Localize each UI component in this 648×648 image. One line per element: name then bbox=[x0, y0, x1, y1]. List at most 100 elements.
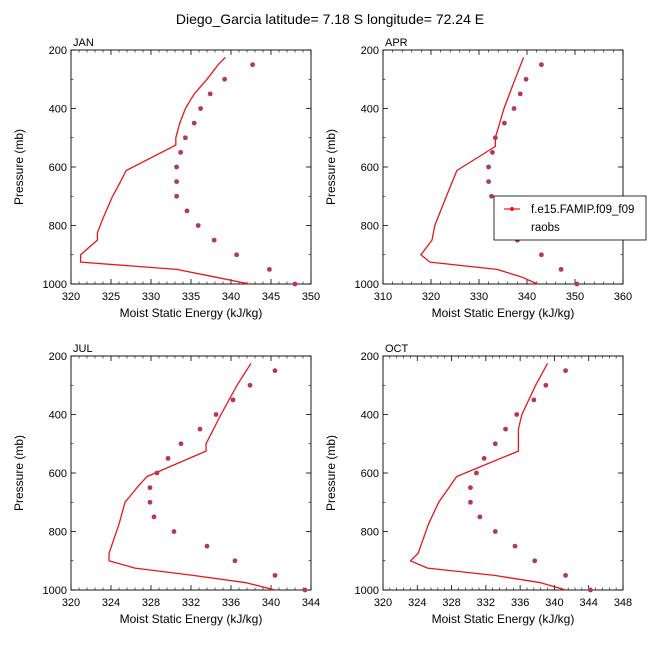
raobs-point bbox=[272, 368, 278, 374]
y-tick-label: 600 bbox=[49, 162, 67, 174]
raobs-point bbox=[490, 149, 495, 155]
raobs-point bbox=[267, 266, 272, 272]
raobs-point bbox=[204, 543, 210, 549]
x-tick-label: 340 bbox=[518, 291, 536, 303]
panels: JAN 320 325 330 335 340 345 350 200 400 600 800 1000… bbox=[12, 37, 632, 626]
y-tick-label: 800 bbox=[49, 221, 67, 233]
raobs-point bbox=[165, 455, 171, 461]
panel-label: JAN bbox=[73, 37, 94, 49]
panel-label: JUL bbox=[73, 343, 93, 355]
x-tick-label: 335 bbox=[182, 291, 200, 303]
x-tick-label: 344 bbox=[302, 597, 320, 609]
raobs-point bbox=[302, 587, 308, 593]
raobs-point bbox=[222, 76, 228, 82]
plot-frame bbox=[382, 355, 624, 591]
legend: f.e15.FAMIP.f09_f09 raobs bbox=[493, 195, 647, 241]
legend-box bbox=[493, 195, 647, 241]
raobs-point bbox=[563, 572, 568, 578]
x-axis-title: Moist Static Energy (kJ/kg) bbox=[120, 306, 263, 320]
y-axis-title: Pressure (mb) bbox=[324, 435, 338, 511]
y-axis-title: Pressure (mb) bbox=[324, 129, 338, 205]
raobs-point bbox=[211, 237, 217, 243]
raobs-point bbox=[174, 164, 180, 170]
raobs-point bbox=[588, 587, 593, 593]
x-tick-label: 324 bbox=[102, 597, 120, 609]
raobs-point bbox=[489, 193, 494, 199]
x-tick-label: 332 bbox=[182, 597, 200, 609]
panel-label: OCT bbox=[385, 343, 409, 355]
raobs-point bbox=[178, 149, 184, 155]
raobs-point bbox=[514, 412, 520, 417]
x-tick-label: 345 bbox=[262, 291, 280, 303]
model-profile-line bbox=[409, 362, 566, 591]
raobs-point bbox=[532, 558, 538, 564]
plot-frame bbox=[70, 49, 312, 285]
y-tick-label: 1000 bbox=[43, 279, 67, 291]
raobs-point bbox=[213, 412, 219, 417]
y-tick-label: 1000 bbox=[355, 585, 379, 597]
x-tick-label: 348 bbox=[614, 597, 632, 609]
x-axis-title: Moist Static Energy (kJ/kg) bbox=[432, 612, 575, 626]
y-tick-label: 800 bbox=[49, 527, 67, 539]
raobs-point bbox=[230, 397, 236, 403]
x-tick-label: 328 bbox=[442, 597, 460, 609]
y-tick-label: 200 bbox=[361, 351, 379, 363]
y-axis-title: Pressure (mb) bbox=[12, 435, 26, 511]
x-tick-label: 350 bbox=[566, 291, 584, 303]
raobs-point bbox=[184, 208, 190, 214]
raobs-point bbox=[207, 91, 213, 97]
x-tick-label: 340 bbox=[262, 597, 280, 609]
raobs-point bbox=[574, 281, 580, 287]
raobs-point bbox=[477, 514, 483, 520]
raobs-point bbox=[558, 266, 564, 272]
raobs-point bbox=[486, 179, 491, 185]
raobs-point bbox=[234, 252, 240, 258]
x-tick-label: 320 bbox=[62, 597, 80, 609]
x-tick-label: 325 bbox=[102, 291, 120, 303]
raobs-point bbox=[247, 382, 253, 388]
y-tick-label: 800 bbox=[361, 527, 379, 539]
x-tick-label: 344 bbox=[580, 597, 598, 609]
x-tick-label: 336 bbox=[222, 597, 240, 609]
model-profile-line bbox=[108, 362, 276, 591]
plot-frame bbox=[70, 355, 312, 591]
raobs-point bbox=[154, 470, 160, 476]
x-tick-label: 340 bbox=[545, 597, 563, 609]
raobs-point bbox=[147, 485, 153, 491]
panel-jan: JAN 320 325 330 335 340 345 350 200 400 600 800 1000… bbox=[12, 37, 320, 320]
model-profile-line bbox=[420, 57, 538, 285]
raobs-point bbox=[171, 529, 177, 534]
legend-model-label: f.e15.FAMIP.f09_f09 bbox=[531, 204, 634, 216]
raobs-point bbox=[468, 499, 473, 505]
x-tick-label: 328 bbox=[142, 597, 160, 609]
raobs-point bbox=[198, 106, 204, 111]
x-tick-label: 336 bbox=[511, 597, 529, 609]
legend-obs-label: raobs bbox=[531, 222, 560, 234]
raobs-point bbox=[503, 426, 508, 432]
raobs-point bbox=[272, 572, 278, 578]
raobs-point bbox=[474, 470, 479, 476]
raobs-point bbox=[174, 179, 180, 185]
raobs-point bbox=[147, 499, 153, 505]
raobs-point bbox=[183, 135, 188, 141]
raobs-point bbox=[250, 62, 256, 68]
raobs-point bbox=[151, 514, 157, 520]
raobs-point bbox=[468, 485, 473, 491]
model-profile-line bbox=[79, 56, 250, 285]
raobs-point bbox=[531, 397, 537, 403]
panel-oct: OCT 320 324 328 332 336 340 344 348 200 400 600 800 1… bbox=[324, 343, 632, 626]
figure-title: Diego_Garcia latitude= 7.18 S longitude=… bbox=[176, 11, 484, 27]
x-tick-label: 320 bbox=[62, 291, 80, 303]
raobs-point bbox=[543, 382, 549, 388]
raobs-point bbox=[486, 164, 491, 170]
y-tick-label: 400 bbox=[361, 410, 379, 422]
raobs-point bbox=[523, 76, 529, 82]
panel-jul: JUL 320 324 328 332 336 340 344 200 400 600 800 1000… bbox=[12, 343, 320, 626]
panel-label: APR bbox=[385, 37, 408, 49]
y-tick-label: 400 bbox=[49, 104, 67, 116]
y-tick-label: 400 bbox=[49, 410, 67, 422]
raobs-point bbox=[492, 441, 498, 447]
raobs-point bbox=[178, 441, 184, 447]
x-tick-label: 350 bbox=[302, 291, 320, 303]
y-tick-label: 800 bbox=[361, 221, 379, 233]
